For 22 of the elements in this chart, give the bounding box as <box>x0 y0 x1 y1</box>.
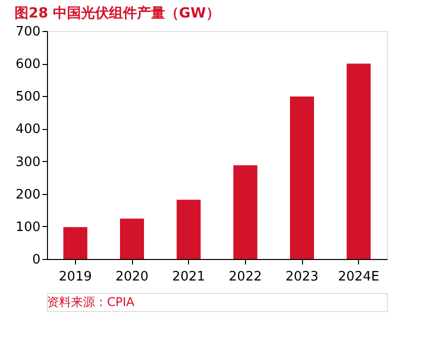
bar <box>63 227 88 259</box>
x-tick-label: 2024E <box>338 270 380 284</box>
bar <box>176 200 201 259</box>
x-tick-label: 2023 <box>285 270 319 284</box>
y-tick-label: 700 <box>16 24 40 40</box>
y-tick-label: 0 <box>32 252 40 268</box>
text: 资料来源：CPIA <box>47 295 136 309</box>
y-tick-label: 400 <box>16 122 40 138</box>
y-tick-label: 100 <box>16 220 40 235</box>
y-tick-label: 500 <box>16 90 40 105</box>
y-tick-label: 300 <box>16 154 40 170</box>
bar <box>290 96 314 259</box>
x-tick-label: 2022 <box>228 270 262 284</box>
bar <box>233 165 258 259</box>
chart-title: 图28 中国光伏组件产量（GW） <box>14 4 220 22</box>
x-tick-label: 2019 <box>58 270 92 284</box>
y-tick-label: 200 <box>16 187 40 202</box>
y-tick-label: 600 <box>16 57 40 72</box>
x-tick-label: 2021 <box>172 270 206 284</box>
bar <box>346 64 371 259</box>
bar <box>120 218 144 259</box>
x-tick-label: 2020 <box>115 270 149 284</box>
